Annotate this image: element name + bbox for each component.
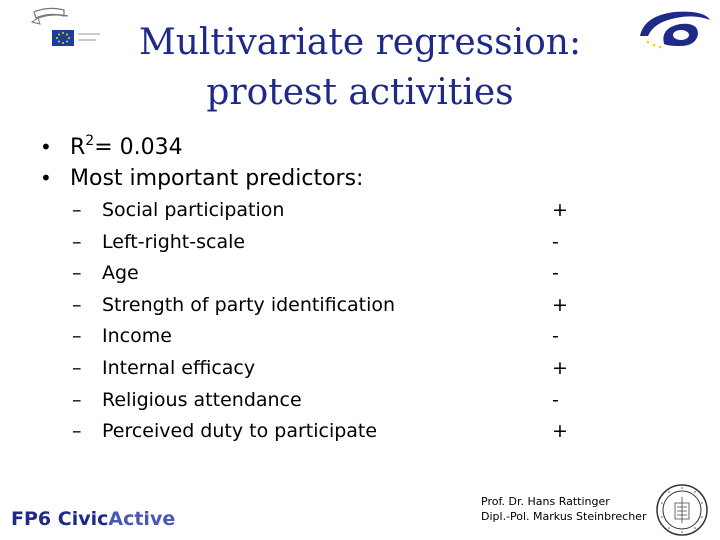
fp6-logo-icon (640, 11, 710, 49)
predictor-item: – Religious attendance - (72, 389, 582, 421)
footer-project-name: FP6 CivicActive (11, 508, 175, 530)
european-parliament-logo-icon (30, 7, 100, 46)
bullet-dot-icon: • (40, 166, 52, 190)
r2-value: = 0.034 (94, 135, 183, 160)
r2-superscript: 2 (85, 133, 95, 149)
university-seal-icon (656, 484, 708, 536)
predictor-item: – Internal efficacy + (72, 357, 582, 389)
dash-icon: – (72, 356, 82, 379)
author-1: Prof. Dr. Hans Rattinger (481, 495, 610, 508)
predictor-label: Internal efficacy (102, 356, 256, 379)
predictor-sign: + (552, 420, 568, 443)
title-line-1: Multivariate regression: (138, 22, 582, 63)
predictor-sign: - (552, 230, 559, 253)
predictor-sign: + (552, 356, 568, 379)
footer-fp6: FP6 (11, 508, 52, 530)
dash-icon: – (72, 199, 82, 221)
dash-icon: – (72, 293, 82, 316)
dash-icon: – (72, 388, 82, 411)
predictor-item: – Perceived duty to participate + (72, 420, 582, 452)
predictor-sign: + (552, 199, 568, 221)
predictor-label: Perceived duty to participate (102, 420, 378, 443)
predictors-heading: Most important predictors: (70, 166, 364, 191)
predictor-sign: - (552, 388, 559, 411)
footer-active: Active (108, 508, 176, 530)
predictor-sign: - (552, 325, 559, 348)
predictor-item: – Income - (72, 325, 582, 357)
dash-icon: – (72, 230, 82, 253)
footer-authors: Prof. Dr. Hans Rattinger Dipl.-Pol. Mark… (481, 494, 646, 524)
dash-icon: – (72, 262, 82, 285)
bullet-list: • R2= 0.034 • Most important predictors: (40, 133, 363, 199)
predictor-sign: + (552, 293, 568, 316)
bullet-predictors-heading: • Most important predictors: (40, 166, 363, 199)
predictor-item: – Social participation + (72, 199, 582, 231)
author-2: Dipl.-Pol. Markus Steinbrecher (481, 510, 647, 523)
dash-icon: – (72, 325, 82, 348)
predictor-label: Social participation (102, 199, 285, 221)
bullet-dot-icon: • (40, 135, 52, 159)
predictor-item: – Strength of party identification + (72, 294, 582, 326)
predictor-item: – Age - (72, 262, 582, 294)
predictor-label: Strength of party identification (102, 293, 396, 316)
title-line-2: protest activities (206, 72, 514, 113)
predictor-list: – Social participation + – Left-right-sc… (72, 199, 582, 452)
bullet-r-squared: • R2= 0.034 (40, 133, 363, 166)
predictor-label: Age (102, 262, 139, 285)
predictor-label: Left-right-scale (102, 230, 246, 253)
predictor-item: – Left-right-scale - (72, 231, 582, 263)
r2-label: R (70, 135, 86, 160)
predictor-label: Religious attendance (102, 388, 302, 411)
footer-civic: Civic (57, 508, 109, 530)
dash-icon: – (72, 420, 82, 443)
predictor-sign: - (552, 262, 559, 285)
predictor-label: Income (102, 325, 172, 348)
slide-title: Multivariate regression: protest activit… (110, 18, 610, 118)
